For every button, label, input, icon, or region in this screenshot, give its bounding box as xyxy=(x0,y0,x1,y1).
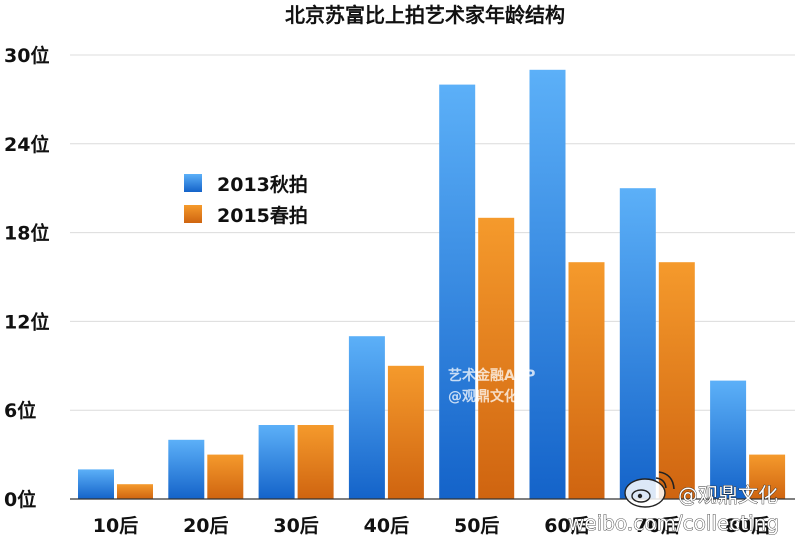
legend-swatch-2015 xyxy=(184,205,202,223)
x-tick-label: 10后 xyxy=(93,515,138,537)
y-tick-label: 30位 xyxy=(4,44,49,67)
x-tick-label: 60后 xyxy=(544,515,589,537)
y-tick-label: 0位 xyxy=(4,488,36,511)
x-tick-label: 30后 xyxy=(273,515,318,537)
x-tick-label: 20后 xyxy=(183,515,228,537)
weibo-logo-icon xyxy=(624,471,675,508)
watermark-url: weibo.com/collecting xyxy=(568,511,779,535)
bar-series2-0 xyxy=(117,484,153,499)
bar-series1-2 xyxy=(258,425,295,499)
y-tick-label: 24位 xyxy=(4,133,49,156)
y-tick-label: 18位 xyxy=(4,222,49,245)
legend-swatch-2013 xyxy=(184,174,202,192)
x-tick-label: 70后 xyxy=(635,515,680,537)
bar-series2-1 xyxy=(207,454,244,499)
watermark-line2: @观鼎文化 xyxy=(448,388,518,405)
watermark-center: 艺术金融APP @观鼎文化 xyxy=(448,367,535,405)
y-tick-label: 6位 xyxy=(4,399,36,422)
bar-series1-5 xyxy=(529,69,566,500)
chart-title: 北京苏富比上拍艺术家年龄结构 xyxy=(285,3,565,27)
bar-series2-2 xyxy=(297,425,334,499)
watermark-corner: @观鼎文化 weibo.com/collecting xyxy=(568,471,779,535)
bar-series1-0 xyxy=(78,469,114,499)
bar-series2-5 xyxy=(568,262,605,499)
y-tick-label: 12位 xyxy=(4,310,49,333)
bars xyxy=(78,69,786,500)
legend-label-2013: 2013秋拍 xyxy=(217,173,308,196)
watermark-line1: 艺术金融APP xyxy=(448,367,535,384)
bar-series2-6 xyxy=(658,262,695,499)
bar-series2-3 xyxy=(387,365,424,499)
x-tick-label: 50后 xyxy=(454,515,499,537)
legend: 2013秋拍 2015春拍 xyxy=(184,173,308,227)
watermark-handle: @观鼎文化 xyxy=(678,483,778,507)
x-axis-ticks: 10后 20后 30后 40后 50后 60后 70后 80后 xyxy=(93,515,771,537)
x-tick-label: 80后 xyxy=(725,515,770,537)
legend-label-2015: 2015春拍 xyxy=(217,204,308,227)
y-axis-ticks: 0位 6位 12位 18位 24位 30位 xyxy=(4,44,49,511)
bar-series2-4 xyxy=(478,217,515,500)
bar-series1-3 xyxy=(348,336,385,499)
bar-series1-4 xyxy=(439,84,476,499)
x-tick-label: 40后 xyxy=(364,515,409,537)
bar-series1-7 xyxy=(710,380,747,499)
bar-series1-1 xyxy=(168,439,205,499)
bar-series2-7 xyxy=(749,454,786,499)
bar-series1-6 xyxy=(619,188,656,499)
